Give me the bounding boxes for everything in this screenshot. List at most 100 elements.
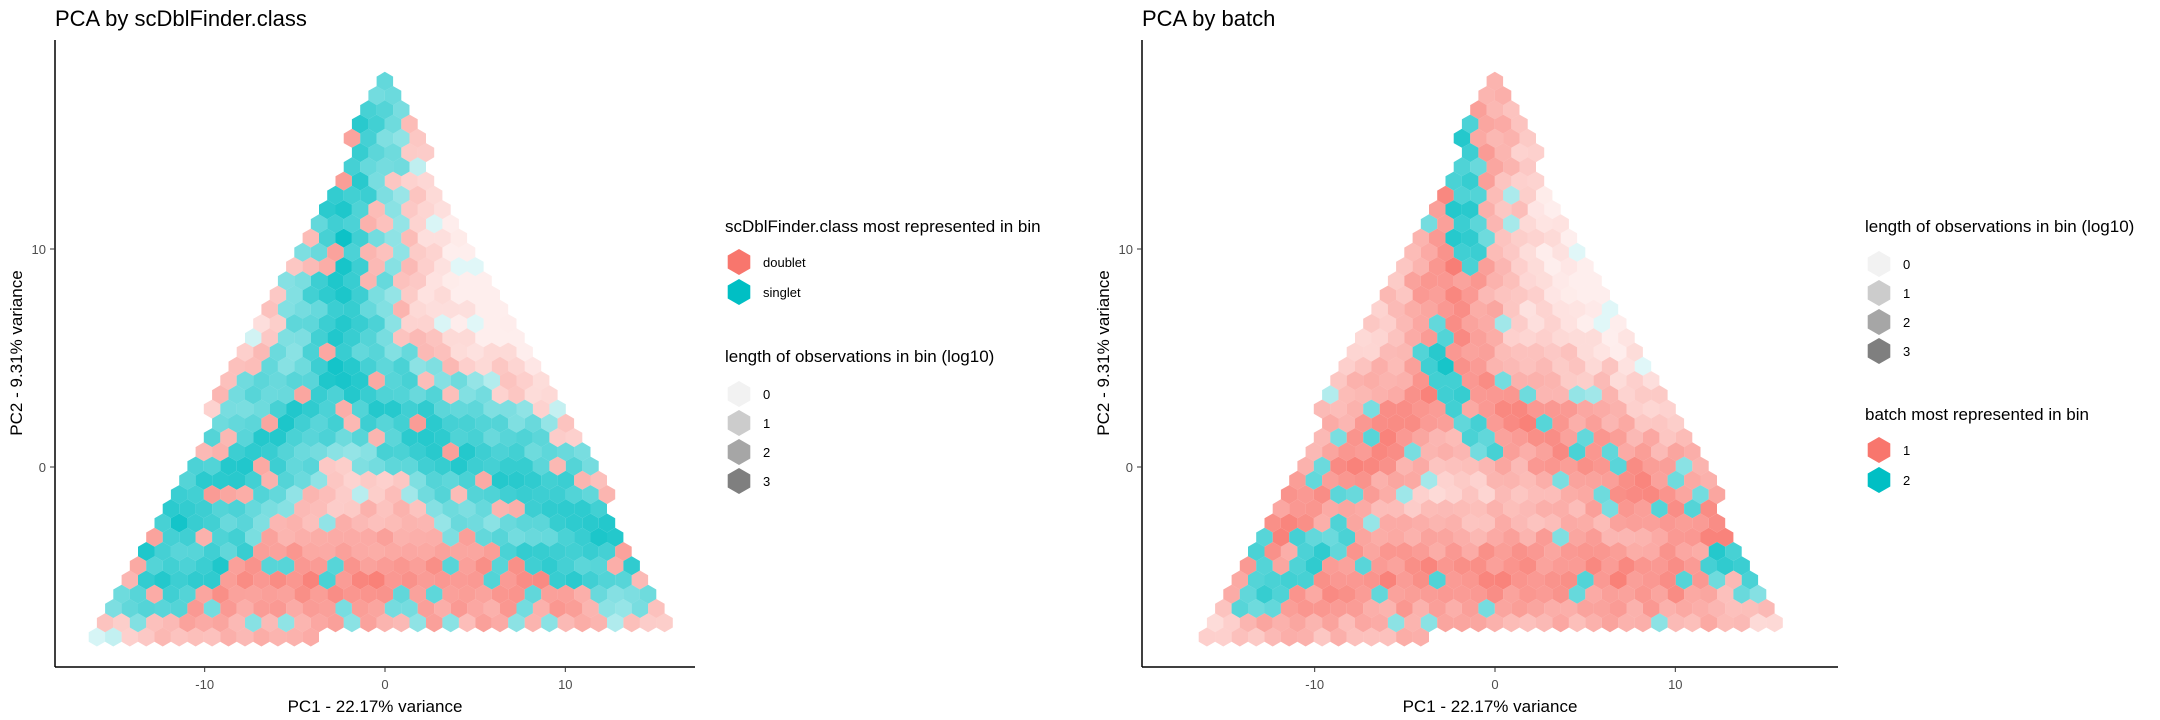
hex-bin xyxy=(1206,613,1224,633)
hex-bin xyxy=(1264,627,1281,647)
hex-bin xyxy=(360,157,377,177)
hex-bin xyxy=(376,556,394,576)
hex-bin xyxy=(1330,599,1347,618)
hex-bin xyxy=(1412,371,1429,391)
hex-bin xyxy=(1445,542,1462,561)
hex-bin xyxy=(286,513,303,533)
hex-bin xyxy=(335,599,352,618)
hex-bin xyxy=(1404,385,1421,405)
hex-bin xyxy=(195,527,213,547)
hex-bin xyxy=(302,257,319,277)
hex-bin xyxy=(500,599,517,618)
hex-bin xyxy=(96,613,114,633)
hex-bin xyxy=(1470,499,1487,519)
hex-bin xyxy=(401,200,418,220)
hex-bin xyxy=(442,242,459,262)
hex-bin xyxy=(277,328,295,348)
hex-bin xyxy=(335,570,352,590)
hex-bin xyxy=(310,499,328,519)
hex-bin xyxy=(1396,257,1413,277)
hex-bin xyxy=(475,356,492,376)
hex-bin xyxy=(1610,399,1627,419)
hex-bin xyxy=(360,527,377,547)
hex-bin xyxy=(1404,299,1421,319)
hex-bin xyxy=(129,613,147,633)
hex-bin xyxy=(1519,328,1536,348)
hex-bin xyxy=(1527,314,1545,334)
legend-entry-label: 2 xyxy=(763,445,770,460)
hex-bin xyxy=(516,599,533,618)
hex-bin xyxy=(590,584,607,604)
hex-bin xyxy=(582,513,599,533)
hex-bin xyxy=(1675,513,1693,533)
hex-bin xyxy=(1544,342,1561,362)
hex-bin xyxy=(1626,371,1643,391)
hex-bin xyxy=(467,428,484,448)
hex-bin xyxy=(467,485,484,505)
hex-bin xyxy=(1708,599,1726,618)
hex-bin xyxy=(1437,385,1454,405)
hex-bin xyxy=(1560,228,1578,248)
hex-bin xyxy=(105,627,122,647)
hex-bin xyxy=(500,428,517,448)
hex-bin xyxy=(1396,570,1413,590)
hex-bin xyxy=(483,428,500,448)
hex-bin xyxy=(450,314,468,334)
hex-bin xyxy=(1560,599,1578,618)
hex-bin xyxy=(1577,285,1594,305)
hex-bin xyxy=(1322,499,1339,519)
hex-bin xyxy=(1659,570,1676,590)
hex-bin xyxy=(327,613,344,633)
hex-bin xyxy=(1593,542,1610,561)
hex-bin xyxy=(1717,527,1734,547)
hex-bin xyxy=(1717,613,1734,633)
hex-bin xyxy=(1527,399,1545,419)
hex-bin xyxy=(467,314,484,334)
hex-bin xyxy=(1429,399,1446,419)
hex-bin xyxy=(1470,271,1487,291)
hex-bin xyxy=(1297,456,1314,476)
hex-bin xyxy=(1429,599,1446,618)
hex-bin xyxy=(187,627,204,647)
hex-bin xyxy=(393,242,410,262)
hex-bin xyxy=(1544,456,1561,476)
hex-bin xyxy=(343,613,361,633)
hex-bin xyxy=(1486,584,1504,604)
hex-bin xyxy=(1659,513,1676,533)
hex-bin xyxy=(1305,527,1323,547)
hex-bin xyxy=(1667,413,1685,433)
hex-bin xyxy=(1470,556,1487,576)
hex-bin xyxy=(129,556,147,576)
hex-bin xyxy=(516,542,533,561)
hex-bin xyxy=(261,356,278,376)
hex-bin xyxy=(1593,285,1610,305)
hex-bin xyxy=(236,570,254,590)
hex-bin xyxy=(302,342,319,362)
hex-bin xyxy=(458,556,476,576)
hex-bin xyxy=(549,399,566,419)
hex-bin xyxy=(1445,371,1462,391)
hex-bin xyxy=(302,285,319,305)
hex-bin xyxy=(253,542,270,561)
hex-bin xyxy=(1642,542,1660,561)
hex-bin xyxy=(261,413,278,433)
hex-bin xyxy=(1494,86,1512,106)
hex-bin xyxy=(1494,228,1512,248)
hex-bin xyxy=(450,485,468,505)
hex-bin xyxy=(1552,413,1569,433)
hex-bin xyxy=(302,314,319,334)
hex-bin xyxy=(393,299,410,319)
hex-bin xyxy=(368,171,385,191)
hex-bin xyxy=(1601,356,1619,376)
hex-bin xyxy=(1536,613,1553,633)
hex-bin xyxy=(1478,257,1495,277)
hex-bin xyxy=(524,442,542,462)
hex-bin xyxy=(179,527,196,547)
hex-bin xyxy=(1568,499,1586,519)
alpha-legend-title: length of observations in bin (log10) xyxy=(725,347,994,366)
hex-bin xyxy=(236,399,254,419)
hex-bin xyxy=(154,627,171,647)
hex-bin xyxy=(1330,542,1347,561)
hex-bin xyxy=(434,257,451,277)
hex-bin xyxy=(549,513,566,533)
